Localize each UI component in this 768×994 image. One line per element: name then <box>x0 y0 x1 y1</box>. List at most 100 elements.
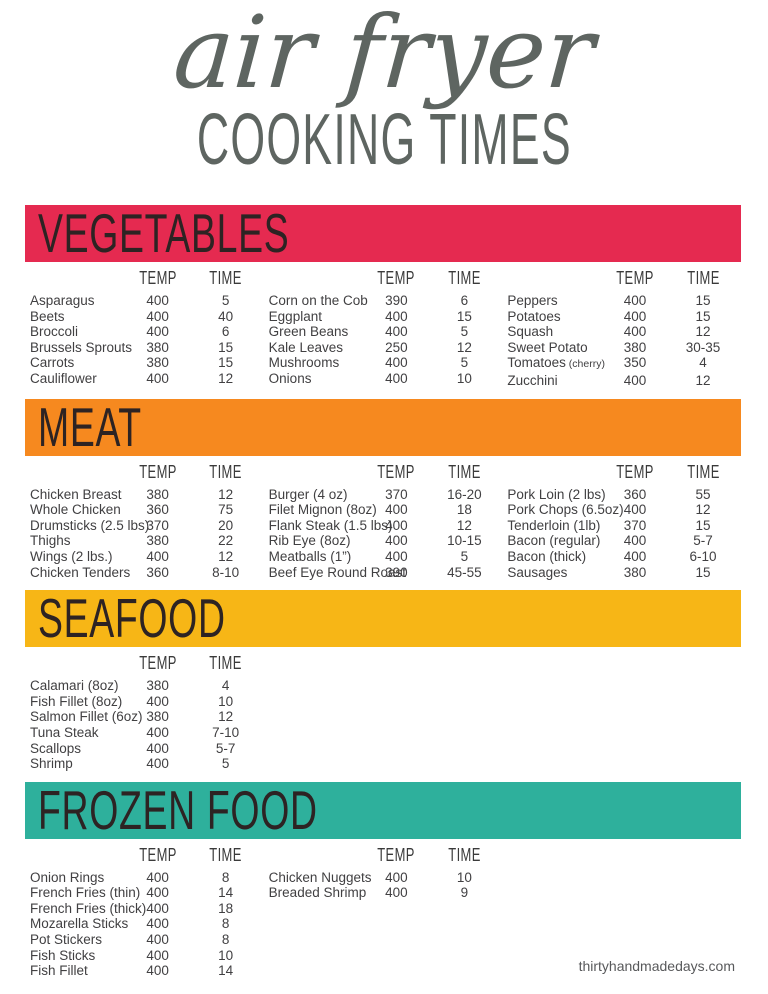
time-header-label: TIME <box>686 461 720 482</box>
food-row: Calamari (8oz) 380 4 <box>25 678 264 694</box>
food-name: Chicken Nuggets <box>268 869 372 885</box>
time-column-header: TIME <box>188 845 264 867</box>
temp-header-label: TEMP <box>616 268 654 288</box>
temp-column-header: TEMP <box>366 268 426 290</box>
food-row: Tomatoes (cherry) 350 4 <box>502 355 741 373</box>
food-time: 10-15 <box>447 533 482 549</box>
food-time: 8 <box>221 869 230 885</box>
section-columns-vegetables: TEMP TIME Asparagus 400 5 Beets 400 40 Broccoli 4… <box>25 262 741 399</box>
food-time: 5 <box>460 324 469 340</box>
food-name: Kale Leaves <box>268 339 343 355</box>
food-time: 14 <box>218 885 234 901</box>
time-column-header: TIME <box>426 462 502 484</box>
food-temp: 400 <box>146 756 169 772</box>
page-title: air fryer COOKING TIMES <box>0 0 768 205</box>
food-temp: 400 <box>623 533 647 549</box>
food-temp: 370 <box>623 517 647 533</box>
food-time: 15 <box>695 308 711 324</box>
food-row: Beef Eye Round Roast 390 45-55 <box>264 565 503 581</box>
food-temp: 400 <box>623 372 647 388</box>
food-time: 18 <box>218 900 234 916</box>
food-name: Brussels Sprouts <box>30 339 133 355</box>
food-row: Beets 400 40 <box>25 309 264 325</box>
food-row: Burger (4 oz) 370 16-20 <box>264 487 503 503</box>
food-name: Beets <box>30 308 65 324</box>
food-name: Sweet Potato <box>507 339 588 355</box>
food-row: Corn on the Cob 390 6 <box>264 293 503 309</box>
section-columns-seafood: TEMP TIME Calamari (8oz) 380 4 Fish Fillet (8… <box>25 647 741 782</box>
food-temp: 390 <box>385 293 408 308</box>
temp-header-label: TEMP <box>138 653 177 674</box>
time-header-label: TIME <box>448 268 481 288</box>
section-meat: MEAT TEMP TIME Chicken Breast 380 12 Whole Chi… <box>25 398 741 591</box>
food-name-note: (cherry) <box>565 358 605 371</box>
food-temp: 400 <box>385 502 408 518</box>
title-caps-text: COOKING TIMES <box>196 100 572 180</box>
food-name: Onions <box>268 370 312 386</box>
food-name: Wings (2 lbs.) <box>30 548 113 564</box>
food-time: 5 <box>460 548 469 564</box>
temp-header-label: TEMP <box>377 268 416 288</box>
time-column-header: TIME <box>665 268 741 290</box>
section-vegetables: VEGETABLES TEMP TIME Asparagus 400 5 Beets 400 4… <box>25 205 741 399</box>
food-row: Sweet Potato 380 30-35 <box>502 340 741 356</box>
food-temp: 350 <box>623 355 647 371</box>
food-name: Cauliflower <box>30 370 97 386</box>
food-temp: 400 <box>146 370 169 386</box>
food-row: Broccoli 400 6 <box>25 324 264 340</box>
food-time: 15 <box>218 339 234 355</box>
column-2 <box>264 653 503 772</box>
column-header-row: TEMP TIME <box>25 268 264 290</box>
food-temp: 380 <box>146 709 169 725</box>
column-1: TEMP TIME Onion Rings 400 8 French Fries (thi… <box>25 845 264 979</box>
temp-column-header: TEMP <box>128 653 188 675</box>
food-temp: 400 <box>623 502 647 518</box>
food-row: Kale Leaves 250 12 <box>264 340 503 356</box>
section-bar-meat: MEAT <box>25 398 741 456</box>
section-seafood: SEAFOOD TEMP TIME Calamari (8oz) 380 4 Fish Fi… <box>25 590 741 782</box>
food-time: 6 <box>460 293 469 308</box>
food-time: 30-35 <box>685 339 721 355</box>
food-name: Whole Chicken <box>30 502 121 518</box>
food-name: Fish Fillet <box>30 963 88 979</box>
food-time: 10 <box>456 869 472 885</box>
food-temp: 390 <box>385 564 408 580</box>
food-row: Asparagus 400 5 <box>25 293 264 309</box>
food-name: Fish Fillet (8oz) <box>30 693 123 709</box>
food-row: Squash 400 12 <box>502 324 741 340</box>
food-name: Onion Rings <box>30 869 105 885</box>
section-bar-vegetables: VEGETABLES <box>25 205 741 262</box>
food-row: Salmon Fillet (6oz) 380 12 <box>25 709 264 725</box>
food-row: Pork Loin (2 lbs) 360 55 <box>502 487 741 503</box>
food-temp: 400 <box>623 548 647 564</box>
food-name: Meatballs (1”) <box>268 548 352 564</box>
food-time: 8-10 <box>212 564 240 580</box>
food-row: Eggplant 400 15 <box>264 309 503 325</box>
food-time: 12 <box>218 709 234 725</box>
column-1: TEMP TIME Calamari (8oz) 380 4 Fish Fillet (8… <box>25 653 264 772</box>
food-time: 15 <box>695 564 711 580</box>
section-bar-frozen-food: FROZEN FOOD <box>25 781 741 839</box>
time-column-header: TIME <box>665 462 741 484</box>
food-row: Chicken Nuggets 400 10 <box>264 870 503 886</box>
food-name: Bacon (regular) <box>507 533 601 549</box>
temp-column-header: TEMP <box>128 845 188 867</box>
food-temp: 360 <box>146 502 169 518</box>
food-time: 12 <box>695 372 711 388</box>
temp-header-label: TEMP <box>138 461 177 482</box>
food-temp: 400 <box>146 293 169 308</box>
food-time: 40 <box>218 308 234 324</box>
food-row: Fish Sticks 400 10 <box>25 948 264 964</box>
food-temp: 380 <box>623 339 647 355</box>
food-name: Rib Eye (8oz) <box>268 533 351 549</box>
column-header-row: TEMP TIME <box>25 845 264 867</box>
food-row: Drumsticks (2.5 lbs) 370 20 <box>25 518 264 534</box>
food-row: Peppers 400 15 <box>502 293 741 309</box>
column-3: TEMP TIME Pork Loin (2 lbs) 360 55 Pork Chops… <box>502 462 741 581</box>
food-temp: 400 <box>385 885 408 901</box>
food-time: 5-7 <box>215 740 236 756</box>
food-temp: 250 <box>385 339 408 355</box>
food-time: 5 <box>221 756 230 772</box>
food-time: 5 <box>460 355 469 371</box>
